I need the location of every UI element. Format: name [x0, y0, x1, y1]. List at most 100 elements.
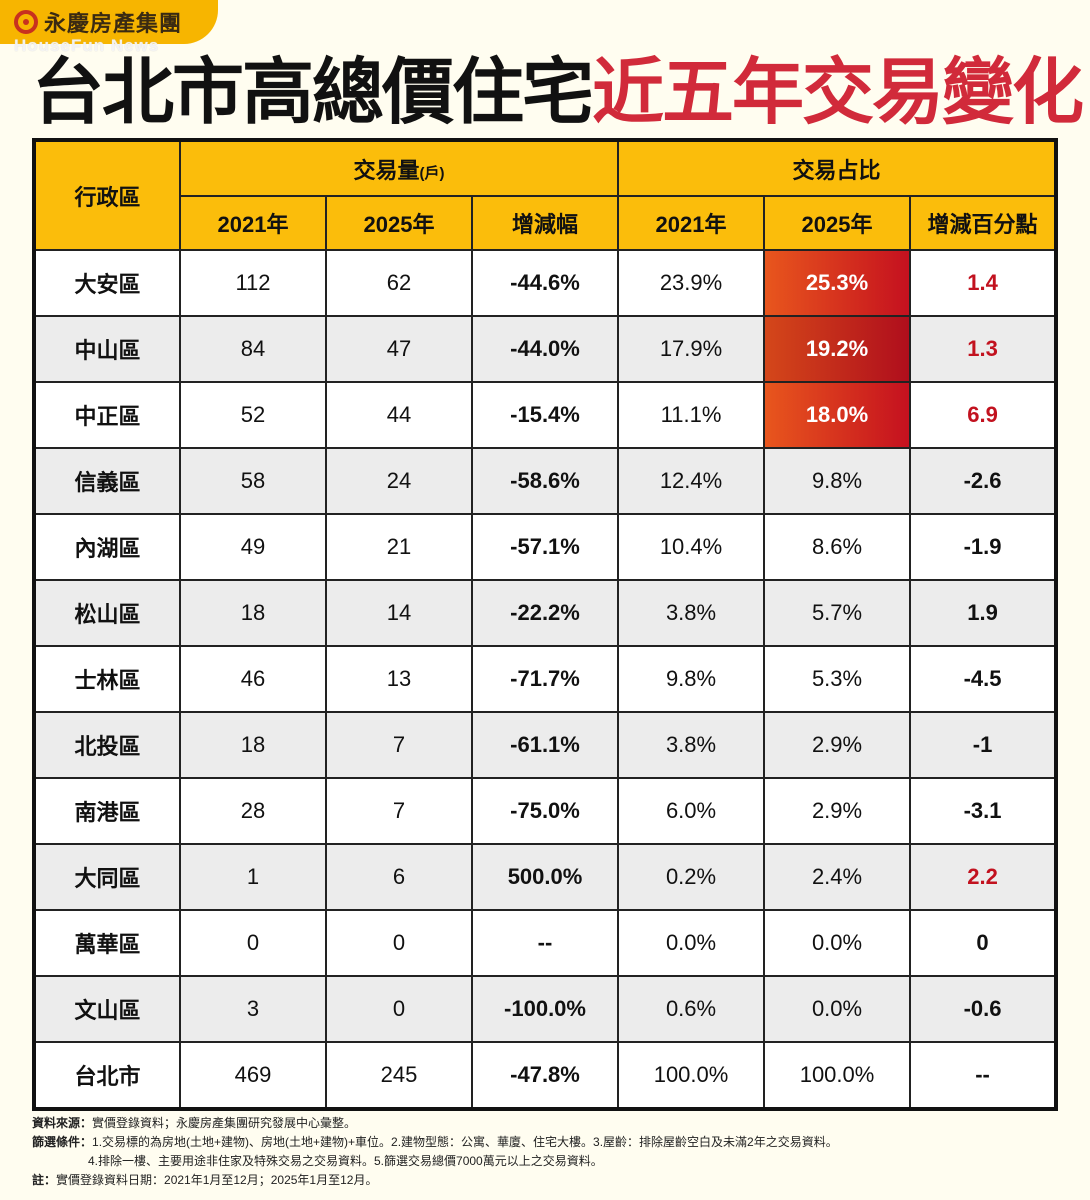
note-filter-line1: 1.交易標的為房地(土地+建物)、房地(土地+建物)+車位。2.建物型態：公寓、… [92, 1135, 838, 1149]
cell-share-2025: 0.0% [763, 975, 912, 1043]
cell-volume-2025: 7 [325, 777, 473, 845]
table-row: 大安區 112 62 -44.6% 23.9% 25.3% 1.4 [33, 249, 1058, 317]
cell-volume-change: -61.1% [470, 711, 620, 779]
cell-pp-change: -3.1 [909, 777, 1058, 845]
cell-volume-2025: 14 [325, 579, 473, 647]
cell-volume-2025: 6 [325, 843, 473, 911]
cell-pp-change: 1.4 [909, 249, 1058, 317]
cell-share-2021: 0.0% [617, 909, 766, 977]
table-row: 大同區 1 6 500.0% 0.2% 2.4% 2.2 [33, 843, 1058, 911]
table-row: 北投區 18 7 -61.1% 3.8% 2.9% -1 [33, 711, 1058, 779]
cell-volume-change: -57.1% [470, 513, 620, 581]
cell-volume-2021: 1 [179, 843, 327, 911]
cell-share-2025: 2.4% [763, 843, 912, 911]
table-row: 士林區 46 13 -71.7% 9.8% 5.3% -4.5 [33, 645, 1058, 713]
cell-district: 文山區 [33, 975, 181, 1043]
cell-pp-change: -- [909, 1041, 1058, 1110]
cell-volume-2021: 112 [179, 249, 327, 317]
cell-share-2025: 2.9% [763, 711, 912, 779]
cell-share-2021: 23.9% [617, 249, 766, 317]
cell-volume-change: -44.0% [470, 315, 620, 383]
cell-volume-2025: 13 [325, 645, 473, 713]
cell-pp-change: -4.5 [909, 645, 1058, 713]
cell-district: 南港區 [33, 777, 181, 845]
cell-district: 內湖區 [33, 513, 181, 581]
brand-name: 永慶房產集團 [44, 11, 183, 36]
cell-pp-change: 6.9 [909, 381, 1058, 449]
cell-volume-2025: 21 [325, 513, 473, 581]
title-main: 台北市高總價住宅 [32, 50, 594, 134]
cell-district: 台北市 [33, 1041, 181, 1110]
cell-share-2021: 0.6% [617, 975, 766, 1043]
header-share-2021: 2021年 [617, 195, 766, 251]
cell-volume-2021: 52 [179, 381, 327, 449]
cell-volume-change: -22.2% [470, 579, 620, 647]
cell-share-2021: 10.4% [617, 513, 766, 581]
cell-share-2021: 6.0% [617, 777, 766, 845]
table-row: 內湖區 49 21 -57.1% 10.4% 8.6% -1.9 [33, 513, 1058, 581]
cell-district: 中山區 [33, 315, 181, 383]
cell-volume-2025: 47 [325, 315, 473, 383]
cell-pp-change: -2.6 [909, 447, 1058, 515]
cell-pp-change: 2.2 [909, 843, 1058, 911]
cell-district: 大安區 [33, 249, 181, 317]
header-volume-unit: (戶) [419, 164, 445, 182]
cell-volume-2025: 62 [325, 249, 473, 317]
cell-volume-2021: 28 [179, 777, 327, 845]
page-title: 台北市高總價住宅近五年交易變化 [32, 50, 1084, 134]
cell-volume-2021: 46 [179, 645, 327, 713]
cell-volume-2021: 18 [179, 579, 327, 647]
cell-share-2025: 5.3% [763, 645, 912, 713]
note-source: 資料來源：實價登錄資料；永慶房產集團研究發展中心彙整。 [32, 1114, 1062, 1133]
cell-share-2025: 2.9% [763, 777, 912, 845]
table-row-total: 台北市 469 245 -47.8% 100.0% 100.0% -- [33, 1041, 1058, 1110]
footnotes: 資料來源：實價登錄資料；永慶房產集團研究發展中心彙整。 篩選條件：1.交易標的為… [32, 1114, 1062, 1190]
cell-volume-2021: 3 [179, 975, 327, 1043]
cell-pp-change: 1.3 [909, 315, 1058, 383]
header-share-pp-change: 增減百分點 [909, 195, 1058, 251]
cell-volume-change: -44.6% [470, 249, 620, 317]
cell-share-2025: 0.0% [763, 909, 912, 977]
note-source-label: 資料來源： [32, 1116, 93, 1130]
cell-volume-2021: 84 [179, 315, 327, 383]
cell-share-2021: 100.0% [617, 1041, 766, 1110]
header-volume-group: 交易量(戶) [178, 139, 620, 197]
cell-volume-2025: 7 [325, 711, 473, 779]
cell-share-2021: 12.4% [617, 447, 766, 515]
cell-district: 大同區 [33, 843, 181, 911]
cell-volume-2025: 0 [325, 975, 473, 1043]
cell-volume-change: -75.0% [470, 777, 620, 845]
cell-volume-2021: 18 [179, 711, 327, 779]
note-filter: 篩選條件：1.交易標的為房地(土地+建物)、房地(土地+建物)+車位。2.建物型… [32, 1133, 1062, 1152]
cell-volume-2021: 58 [179, 447, 327, 515]
note-filter-label: 篩選條件： [32, 1135, 93, 1149]
transaction-table: 行政區 交易量(戶) 交易占比 2021年 2025年 增減幅 2021年 20… [32, 138, 1059, 1111]
note-remark-label: 註： [32, 1173, 57, 1187]
cell-share-2025: 9.8% [763, 447, 912, 515]
cell-volume-2021: 0 [179, 909, 327, 977]
cell-district: 士林區 [33, 645, 181, 713]
note-filter-line2: 4.排除一樓、主要用途非住家及特殊交易之交易資料。5.篩選交易總價7000萬元以… [88, 1154, 603, 1168]
header-district: 行政區 [33, 139, 181, 251]
cell-volume-change: -100.0% [470, 975, 620, 1043]
cell-volume-change: -15.4% [470, 381, 620, 449]
table-row: 中正區 52 44 -15.4% 11.1% 18.0% 6.9 [33, 381, 1058, 449]
header-share-2025: 2025年 [763, 195, 912, 251]
cell-volume-change: -58.6% [470, 447, 620, 515]
brand-header: 永慶房產集團 [0, 0, 218, 44]
cell-pp-change: -1.9 [909, 513, 1058, 581]
cell-share-2025: 8.6% [763, 513, 912, 581]
table-row: 文山區 3 0 -100.0% 0.6% 0.0% -0.6 [33, 975, 1058, 1043]
cell-pp-change: -1 [909, 711, 1058, 779]
note-source-text: 實價登錄資料；永慶房產集團研究發展中心彙整。 [92, 1116, 357, 1130]
header-share-group: 交易占比 [617, 139, 1058, 197]
cell-district: 萬華區 [33, 909, 181, 977]
note-remark-text: 實價登錄資料日期：2021年1月至12月；2025年1月至12月。 [56, 1173, 378, 1187]
cell-share-2025: 100.0% [763, 1041, 912, 1110]
header-volume-change: 增減幅 [470, 195, 620, 251]
header-volume-2021: 2021年 [179, 195, 327, 251]
note-remark: 註：實價登錄資料日期：2021年1月至12月；2025年1月至12月。 [32, 1171, 1062, 1190]
cell-share-2021: 3.8% [617, 711, 766, 779]
cell-share-2021: 17.9% [617, 315, 766, 383]
cell-volume-change: -- [470, 909, 620, 977]
